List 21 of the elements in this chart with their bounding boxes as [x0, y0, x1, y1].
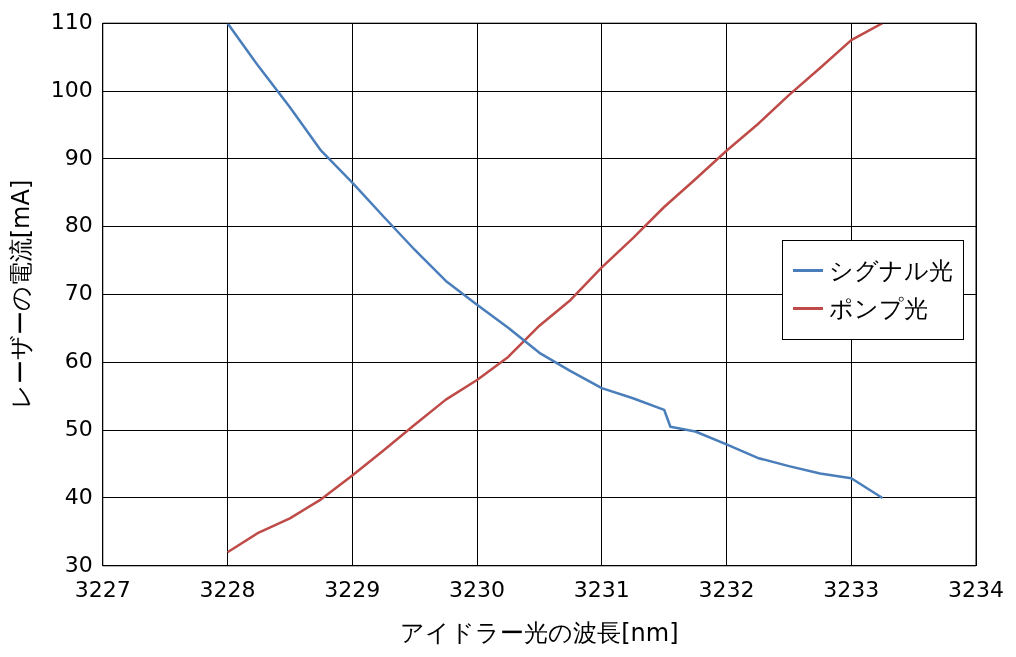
y-axis-title: レーザーの電流[mA] [6, 179, 35, 410]
y-tick-label: 80 [64, 212, 93, 238]
y-tick-label: 30 [64, 551, 93, 577]
legend-label: ポンプ光 [829, 293, 929, 325]
y-tick-label: 90 [64, 144, 93, 170]
x-tick-label: 3231 [573, 576, 630, 602]
y-tick-label: 60 [64, 348, 93, 374]
x-tick-label: 3227 [74, 576, 131, 602]
x-tick-label: 3228 [199, 576, 256, 602]
x-tick-label: 3229 [324, 576, 381, 602]
x-tick-label: 3230 [449, 576, 506, 602]
x-tick-label: 3234 [948, 576, 1005, 602]
legend-label: シグナル光 [829, 255, 954, 287]
y-tick-label: 70 [64, 280, 93, 306]
x-tick-label: 3233 [823, 576, 880, 602]
x-tick-label: 3232 [698, 576, 755, 602]
y-tick-label: 100 [50, 76, 93, 102]
y-tick-label: 110 [50, 8, 93, 34]
y-tick-label: 40 [64, 483, 93, 509]
y-tick-label: 50 [64, 415, 93, 441]
x-axis-title: アイドラー光の波長[nm] [400, 618, 679, 647]
